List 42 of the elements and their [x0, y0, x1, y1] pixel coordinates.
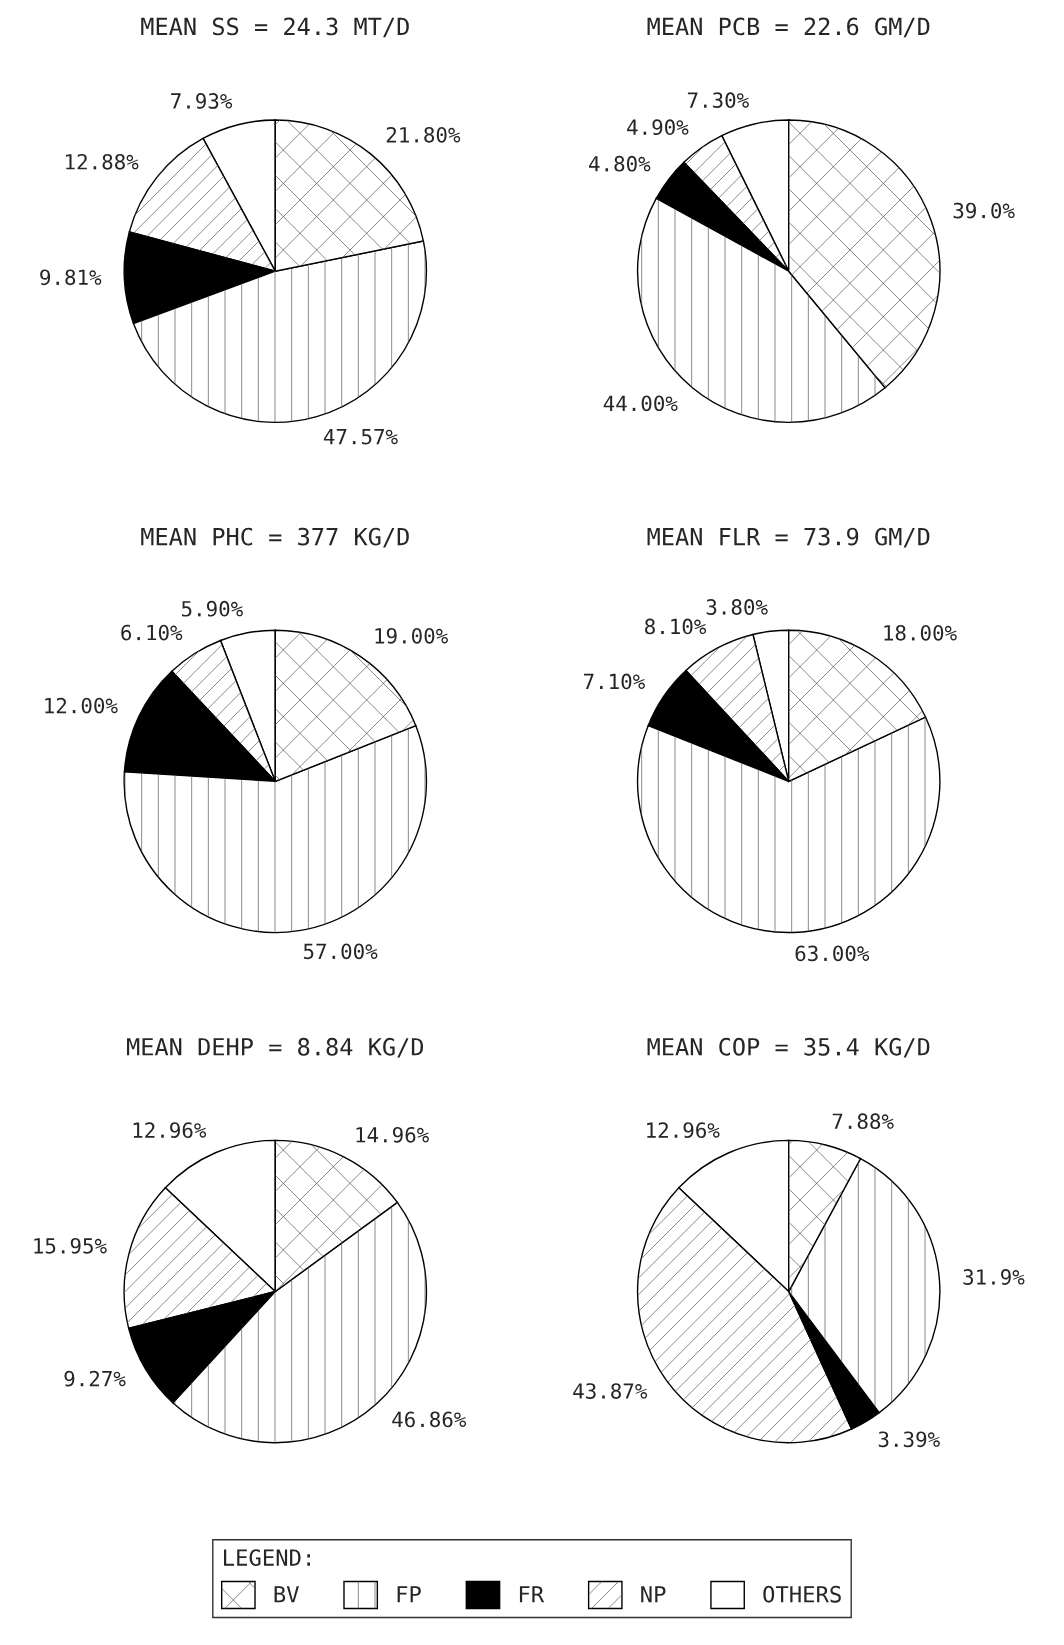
data-label: 63.00% — [795, 945, 870, 962]
data-label: 57.00% — [303, 943, 378, 960]
chart-title: MEAN FLR = 73.9 GM/D — [647, 527, 930, 548]
data-label: 7.30% — [687, 92, 749, 109]
data-label: 19.00% — [375, 627, 448, 644]
data-label: 8.10% — [645, 618, 707, 635]
chart-title: MEAN DEHP = 8.84 KG/D — [127, 1037, 424, 1058]
data-label: 12.96% — [133, 1122, 207, 1139]
data-label: 47.57% — [323, 429, 398, 445]
chart-title: MEAN SS = 24.3 MT/D — [141, 17, 409, 38]
data-label: 9.81% — [40, 269, 102, 286]
data-label: 6.10% — [121, 624, 183, 641]
data-label: 18.00% — [884, 624, 957, 641]
data-label: 4.80% — [589, 155, 651, 172]
data-label: 9.27% — [64, 1370, 126, 1387]
legend-label: NP — [641, 1586, 666, 1603]
data-label: 31.9% — [963, 1269, 1025, 1285]
data-label: 12.96% — [647, 1122, 720, 1139]
legend-label: FR — [519, 1586, 545, 1603]
data-label: 12.00% — [45, 697, 118, 714]
chart-title: MEAN COP = 35.4 KG/D — [647, 1037, 930, 1058]
data-label: 7.10% — [583, 673, 645, 690]
data-label: 46.86% — [392, 1411, 467, 1428]
chart-title: MEAN PCB = 22.6 GM/D — [647, 17, 930, 38]
data-label: 3.39% — [878, 1431, 940, 1448]
data-label: 44.00% — [603, 395, 678, 412]
data-label: 21.80% — [386, 126, 461, 143]
data-label: 14.96% — [356, 1126, 429, 1143]
legend-label: FP — [397, 1586, 421, 1603]
legend-label: OTHERS — [763, 1585, 841, 1603]
legend-title: LEGEND: — [224, 1549, 310, 1567]
data-label: 43.87% — [573, 1383, 648, 1399]
data-label: 7.88% — [832, 1113, 894, 1130]
chart-title: MEAN PHC = 377 KG/D — [141, 527, 409, 548]
data-label: 4.90% — [627, 119, 689, 136]
data-label: 3.80% — [706, 599, 768, 615]
data-label: 15.95% — [34, 1237, 107, 1254]
data-label: 5.90% — [181, 600, 243, 617]
data-label: 7.93% — [171, 93, 233, 109]
data-label: 39.0% — [953, 202, 1015, 219]
legend-label: BV — [274, 1586, 299, 1603]
data-label: 12.88% — [66, 153, 139, 170]
